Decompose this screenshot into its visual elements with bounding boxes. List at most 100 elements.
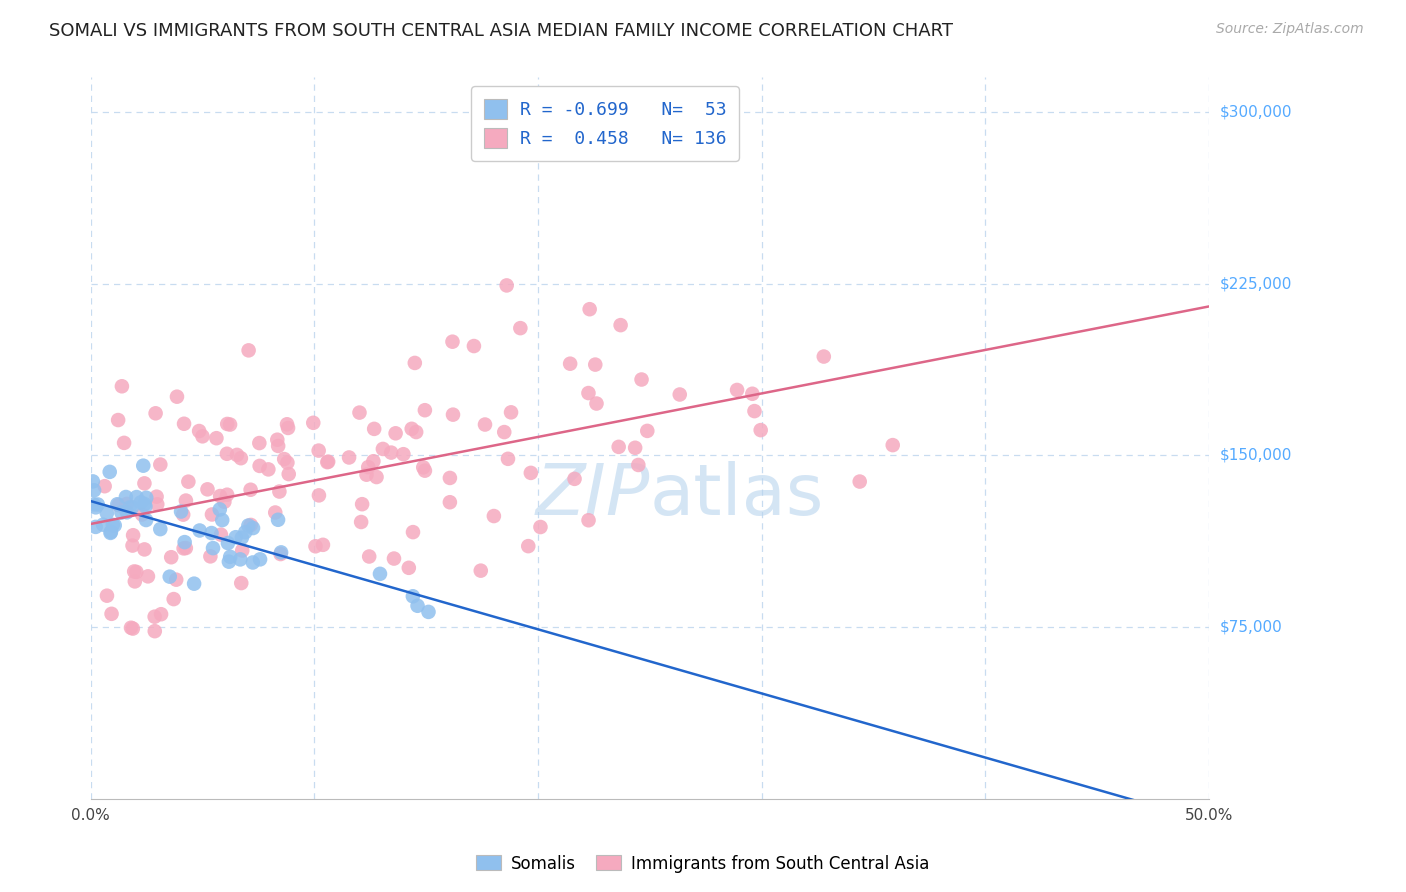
- Text: $300,000: $300,000: [1220, 104, 1292, 120]
- Point: [219, 417, 242, 432]
- Point: [163, 592, 186, 607]
- Point: [304, 539, 326, 553]
- Point: [302, 416, 325, 430]
- Point: [100, 607, 122, 621]
- Point: [177, 475, 200, 489]
- Text: ZIP: ZIP: [536, 461, 650, 531]
- Point: [266, 433, 288, 447]
- Point: [585, 396, 607, 410]
- Point: [87, 498, 110, 512]
- Point: [848, 475, 870, 489]
- Point: [509, 321, 531, 335]
- Point: [312, 538, 335, 552]
- Text: SOMALI VS IMMIGRANTS FROM SOUTH CENTRAL ASIA MEDIAN FAMILY INCOME CORRELATION CH: SOMALI VS IMMIGRANTS FROM SOUTH CENTRAL …: [49, 22, 953, 40]
- Point: [578, 302, 600, 317]
- Point: [337, 450, 360, 465]
- Point: [242, 521, 264, 535]
- Point: [100, 524, 122, 539]
- Point: [404, 356, 426, 370]
- Point: [229, 552, 252, 566]
- Point: [482, 509, 505, 524]
- Point: [217, 536, 239, 550]
- Point: [173, 535, 195, 549]
- Point: [172, 508, 194, 522]
- Point: [120, 621, 142, 635]
- Point: [174, 541, 197, 555]
- Point: [107, 498, 129, 512]
- Point: [91, 517, 114, 532]
- Point: [402, 525, 425, 540]
- Point: [277, 467, 299, 481]
- Point: [398, 561, 420, 575]
- Point: [183, 576, 205, 591]
- Point: [188, 424, 211, 438]
- Point: [131, 508, 153, 522]
- Point: [229, 451, 252, 466]
- Point: [441, 334, 464, 349]
- Point: [217, 488, 239, 502]
- Point: [110, 506, 132, 520]
- Point: [173, 417, 195, 431]
- Point: [725, 383, 748, 397]
- Point: [316, 455, 339, 469]
- Point: [636, 424, 658, 438]
- Point: [225, 530, 247, 544]
- Point: [439, 471, 461, 485]
- Text: $150,000: $150,000: [1220, 448, 1292, 463]
- Point: [215, 447, 238, 461]
- Point: [124, 574, 146, 589]
- Point: [200, 526, 222, 541]
- Point: [174, 493, 197, 508]
- Point: [267, 513, 290, 527]
- Point: [578, 386, 600, 401]
- Point: [496, 451, 519, 466]
- Point: [197, 483, 219, 497]
- Point: [132, 458, 155, 473]
- Point: [269, 484, 291, 499]
- Point: [749, 423, 772, 437]
- Point: [115, 505, 138, 519]
- Point: [166, 390, 188, 404]
- Point: [118, 500, 141, 515]
- Point: [270, 547, 292, 561]
- Point: [122, 565, 145, 579]
- Point: [238, 518, 260, 533]
- Point: [470, 564, 492, 578]
- Text: Source: ZipAtlas.com: Source: ZipAtlas.com: [1216, 22, 1364, 37]
- Point: [882, 438, 904, 452]
- Point: [134, 542, 156, 557]
- Point: [150, 607, 173, 622]
- Point: [101, 517, 124, 532]
- Point: [744, 404, 766, 418]
- Point: [392, 447, 415, 461]
- Point: [136, 569, 159, 583]
- Point: [170, 504, 193, 518]
- Point: [135, 513, 157, 527]
- Point: [104, 518, 127, 533]
- Point: [121, 622, 143, 636]
- Point: [125, 565, 148, 579]
- Point: [231, 576, 253, 591]
- Point: [402, 589, 425, 603]
- Point: [239, 483, 262, 497]
- Point: [201, 508, 224, 522]
- Point: [121, 500, 143, 515]
- Point: [83, 497, 105, 511]
- Point: [84, 520, 107, 534]
- Point: [520, 466, 543, 480]
- Point: [813, 350, 835, 364]
- Point: [115, 497, 138, 511]
- Point: [82, 475, 104, 489]
- Point: [233, 525, 256, 540]
- Point: [495, 278, 517, 293]
- Point: [202, 541, 225, 555]
- Point: [363, 454, 385, 468]
- Point: [316, 455, 339, 469]
- Point: [474, 417, 496, 432]
- Point: [401, 422, 423, 436]
- Point: [406, 599, 429, 613]
- Point: [273, 452, 295, 467]
- Point: [463, 339, 485, 353]
- Point: [134, 497, 156, 511]
- Point: [349, 406, 371, 420]
